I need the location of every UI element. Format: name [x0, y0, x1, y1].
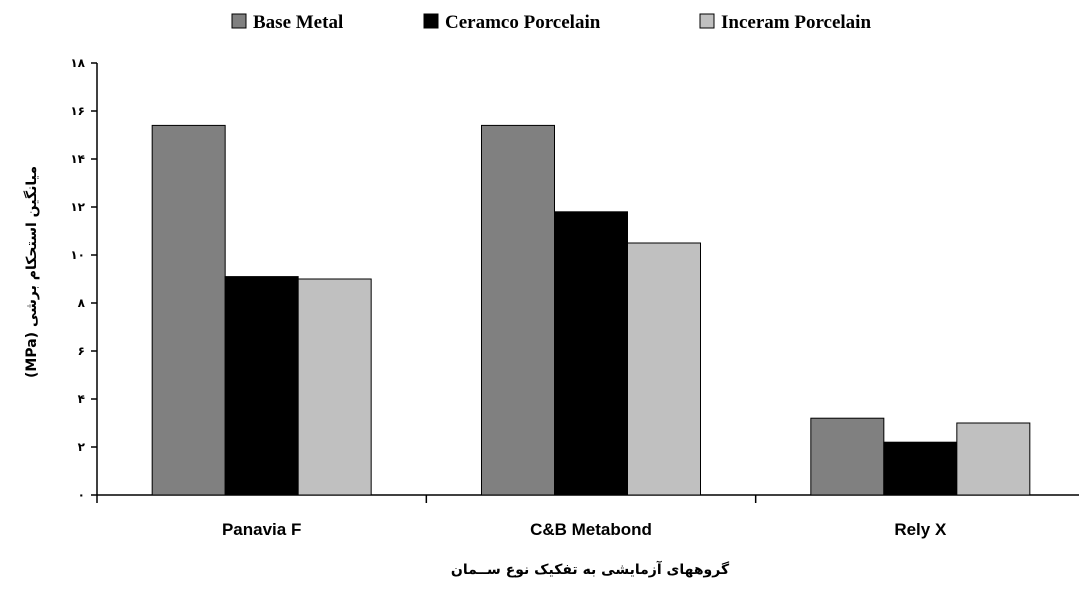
y-tick-label: ۱۴ [70, 152, 85, 166]
y-tick-label: ۶ [78, 344, 85, 358]
y-tick-label: ۱۶ [70, 104, 85, 118]
y-tick-label: ۱۲ [70, 200, 85, 214]
bar [956, 422, 1031, 496]
y-tick-label: ۴ [78, 392, 85, 406]
bar [627, 242, 701, 496]
legend-swatch [231, 13, 247, 29]
bar [883, 441, 958, 496]
bar [151, 124, 226, 496]
y-tick-label: ۸ [78, 296, 86, 310]
y-tick-label: ۱۰ [70, 248, 85, 262]
bars [151, 124, 1031, 496]
legend-label: Base Metal [253, 12, 343, 33]
y-tick-label: ۰ [78, 488, 85, 502]
legend-label: Inceram Porcelain [721, 12, 871, 33]
bar [297, 278, 372, 496]
legend-swatch [423, 13, 439, 29]
legend: Base Metal Ceramco Porcelain Inceram Porce… [231, 12, 871, 33]
y-axis-title: میانگین استحکام برشی (MPa) [23, 166, 40, 378]
legend-swatch [699, 13, 715, 29]
x-tick-label: Rely X [894, 520, 947, 539]
x-axis-title: گروههای آزمایشی به تفکیک نوع ســمان [451, 560, 730, 578]
legend-label: Ceramco Porcelain [445, 12, 601, 33]
x-tick-label: Panavia F [222, 520, 301, 539]
y-tick-label: ۱۸ [70, 56, 85, 70]
bar [224, 276, 299, 496]
x-axis: Panavia F C&B Metabond Rely X [96, 494, 1079, 539]
bar [554, 211, 628, 496]
y-axis: ۰ ۲ ۴ ۶ ۸ ۱۰ ۱۲ ۱۴ ۱۶ ۱۸ [70, 56, 98, 502]
bar [810, 417, 885, 496]
x-tick-label: C&B Metabond [530, 520, 652, 539]
y-tick-label: ۲ [78, 440, 86, 454]
bar [481, 124, 555, 496]
